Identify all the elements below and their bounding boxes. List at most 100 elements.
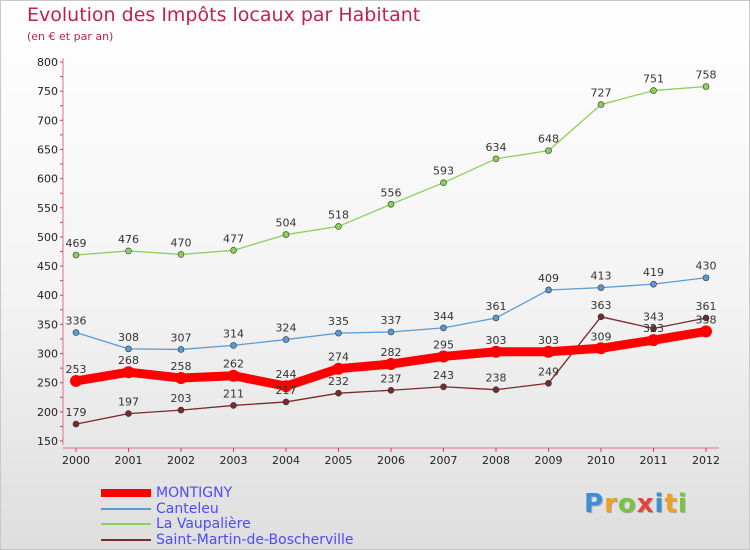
y-tick-label: 650 bbox=[37, 143, 58, 156]
series-line bbox=[75, 85, 707, 256]
data-label: 336 bbox=[66, 315, 87, 328]
data-label: 648 bbox=[538, 133, 559, 146]
y-tick-label: 550 bbox=[37, 202, 58, 215]
data-point bbox=[72, 251, 80, 259]
data-point bbox=[227, 369, 240, 382]
data-label: 203 bbox=[171, 392, 192, 405]
data-point bbox=[125, 345, 132, 353]
data-label: 232 bbox=[328, 375, 349, 388]
data-point bbox=[177, 251, 185, 258]
x-tick-label: 2007 bbox=[430, 454, 458, 467]
y-tick-label: 150 bbox=[37, 435, 58, 448]
data-point bbox=[72, 329, 80, 336]
data-label: 295 bbox=[433, 338, 454, 351]
data-label: 262 bbox=[223, 358, 244, 371]
data-label: 413 bbox=[591, 270, 612, 283]
data-label: 634 bbox=[486, 141, 507, 154]
data-point bbox=[437, 350, 450, 363]
data-label: 323 bbox=[643, 322, 664, 335]
brand-letter: x bbox=[636, 489, 655, 519]
legend-swatch bbox=[101, 507, 151, 510]
data-label: 282 bbox=[381, 346, 402, 359]
x-tick-label: 2009 bbox=[535, 454, 563, 467]
data-label: 308 bbox=[118, 331, 139, 344]
brand-letter: i bbox=[654, 489, 665, 519]
data-label: 477 bbox=[223, 232, 244, 245]
data-label: 303 bbox=[486, 334, 507, 347]
data-point bbox=[280, 380, 292, 393]
data-label: 309 bbox=[591, 330, 612, 343]
data-point bbox=[125, 410, 132, 417]
data-point bbox=[597, 101, 605, 108]
data-label: 197 bbox=[118, 396, 139, 409]
data-label: 344 bbox=[433, 310, 454, 323]
y-tick-label: 800 bbox=[37, 56, 58, 69]
x-tick-label: 2004 bbox=[272, 454, 300, 467]
data-point bbox=[597, 284, 605, 291]
brand-logo: Proxiti bbox=[584, 489, 688, 519]
data-point bbox=[230, 402, 237, 409]
data-point bbox=[385, 358, 397, 371]
y-tick-label: 450 bbox=[37, 260, 58, 273]
data-point bbox=[490, 345, 502, 358]
data-point bbox=[282, 231, 290, 238]
x-tick-label: 2001 bbox=[115, 454, 143, 467]
legend-swatch bbox=[101, 489, 151, 497]
data-label: 338 bbox=[696, 313, 717, 326]
data-point bbox=[702, 83, 710, 90]
data-point bbox=[650, 87, 657, 94]
data-label: 243 bbox=[433, 369, 454, 382]
data-label: 593 bbox=[433, 165, 454, 178]
data-label: 556 bbox=[381, 186, 402, 199]
data-label: 758 bbox=[696, 68, 717, 81]
data-point bbox=[492, 386, 500, 393]
data-label: 217 bbox=[276, 384, 297, 397]
data-point bbox=[230, 342, 237, 349]
data-point bbox=[122, 366, 135, 379]
brand-letter: i bbox=[677, 489, 688, 519]
data-label: 361 bbox=[486, 300, 507, 313]
data-point bbox=[282, 398, 290, 406]
x-tick-label: 2005 bbox=[325, 454, 353, 467]
legend-label: MONTIGNY bbox=[156, 485, 233, 501]
data-point bbox=[542, 345, 555, 358]
data-point bbox=[335, 389, 342, 397]
data-label: 476 bbox=[118, 233, 139, 246]
x-tick-label: 2003 bbox=[220, 454, 248, 467]
data-label: 727 bbox=[591, 87, 612, 100]
x-tick-label: 2000 bbox=[62, 454, 90, 467]
data-point bbox=[230, 247, 237, 254]
data-label: 518 bbox=[328, 208, 349, 221]
data-point bbox=[647, 334, 660, 347]
data-point bbox=[650, 325, 657, 332]
data-label: 409 bbox=[538, 272, 559, 285]
data-point bbox=[332, 362, 345, 375]
data-label: 237 bbox=[381, 372, 402, 385]
data-label: 253 bbox=[66, 363, 87, 376]
legend-label: La Vaupalière bbox=[156, 516, 251, 532]
y-tick-label: 200 bbox=[37, 406, 58, 419]
data-label: 504 bbox=[276, 217, 297, 230]
data-label: 314 bbox=[223, 327, 244, 340]
legend-label: Canteleu bbox=[156, 500, 219, 517]
data-label: 343 bbox=[643, 310, 664, 323]
data-label: 470 bbox=[171, 236, 192, 249]
data-label: 249 bbox=[538, 365, 559, 378]
data-point bbox=[440, 324, 447, 332]
data-point bbox=[175, 372, 187, 385]
data-point bbox=[545, 286, 552, 294]
data-point bbox=[70, 374, 82, 387]
x-tick-label: 2002 bbox=[167, 454, 195, 467]
data-point bbox=[702, 274, 710, 282]
y-tick-label: 600 bbox=[37, 173, 58, 186]
y-tick-label: 500 bbox=[37, 231, 58, 244]
x-tick-label: 2008 bbox=[482, 454, 510, 467]
data-label: 274 bbox=[328, 351, 349, 364]
data-point bbox=[545, 379, 552, 387]
data-label: 324 bbox=[276, 322, 297, 335]
brand-letter: o bbox=[617, 489, 637, 519]
data-point bbox=[72, 420, 80, 428]
data-label: 307 bbox=[171, 331, 192, 344]
